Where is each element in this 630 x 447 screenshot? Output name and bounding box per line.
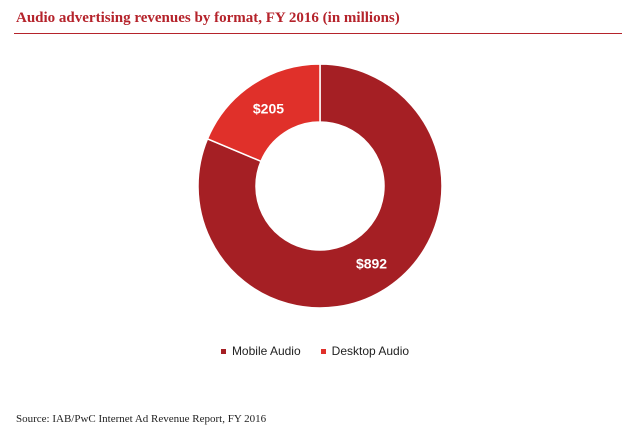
title-divider [14, 33, 622, 34]
legend-label-mobile-audio: Mobile Audio [231, 344, 301, 358]
legend-swatch-desktop-audio [320, 348, 326, 354]
slice-desktop-audio [206, 63, 321, 163]
slice-mobile-audio [197, 63, 443, 309]
legend-item-mobile-audio: Mobile Audio [220, 344, 301, 358]
chart-title: Audio advertising revenues by format, FY… [16, 10, 400, 26]
chart-legend: Mobile Audio Desktop Audio [0, 344, 630, 358]
legend-label-desktop-audio: Desktop Audio [331, 344, 410, 358]
data-label-mobile-audio: $892 [356, 255, 387, 271]
data-label-desktop-audio: $205 [253, 101, 284, 117]
source-note: Source: IAB/PwC Internet Ad Revenue Repo… [16, 413, 267, 425]
legend-swatch-mobile-audio [220, 348, 226, 354]
legend-item-desktop-audio: Desktop Audio [320, 344, 410, 358]
